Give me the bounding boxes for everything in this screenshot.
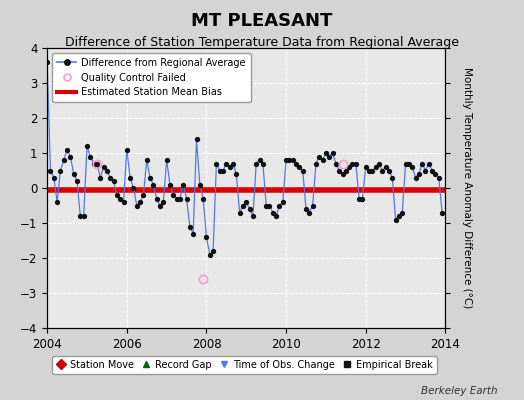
Text: Difference of Station Temperature Data from Regional Average: Difference of Station Temperature Data f… <box>65 36 459 49</box>
Text: MT PLEASANT: MT PLEASANT <box>191 12 333 30</box>
Y-axis label: Monthly Temperature Anomaly Difference (°C): Monthly Temperature Anomaly Difference (… <box>462 67 472 309</box>
Legend: Station Move, Record Gap, Time of Obs. Change, Empirical Break: Station Move, Record Gap, Time of Obs. C… <box>52 356 437 374</box>
Text: Berkeley Earth: Berkeley Earth <box>421 386 498 396</box>
